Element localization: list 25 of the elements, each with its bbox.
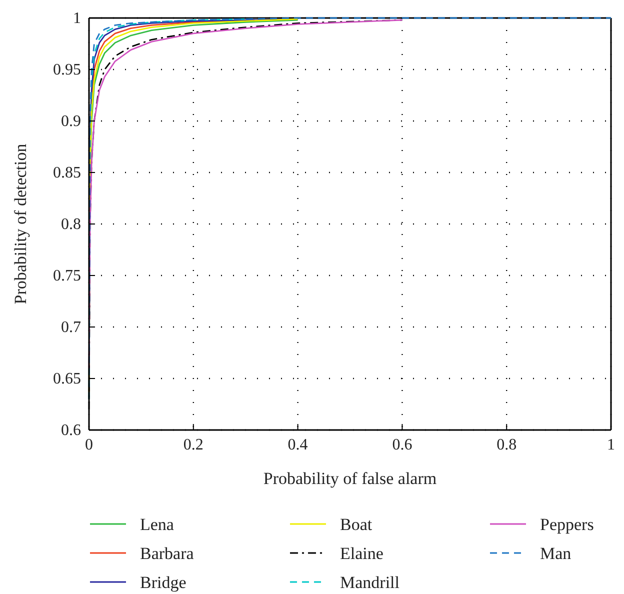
x-tick-label: 0.4 — [288, 436, 308, 454]
y-tick-label: 0.6 — [61, 422, 81, 440]
x-tick-label: 0.6 — [392, 436, 412, 454]
legend-label: Peppers — [540, 515, 594, 534]
y-tick-label: 0.7 — [61, 319, 81, 336]
legend-label: Man — [540, 544, 572, 563]
y-tick-label: 0.95 — [53, 62, 81, 79]
x-tick-label: 0 — [85, 436, 93, 454]
legend-label: Lena — [140, 515, 174, 534]
legend-label: Bridge — [140, 573, 186, 592]
y-tick-label: 0.9 — [61, 113, 81, 130]
legend-label: Elaine — [340, 544, 384, 563]
y-tick-label: 0.8 — [61, 216, 81, 234]
y-axis-title: Probability of detection — [11, 143, 30, 304]
legend-label: Mandrill — [340, 573, 400, 592]
legend-label: Boat — [340, 515, 372, 534]
y-tick-label: 0.65 — [53, 370, 81, 388]
y-tick-label: 1 — [73, 10, 81, 28]
x-tick-label: 1 — [607, 436, 615, 454]
x-axis-title: Probability of false alarm — [263, 469, 437, 488]
y-tick-label: 0.85 — [53, 164, 81, 182]
x-tick-label: 0.8 — [496, 436, 517, 454]
legend-label: Barbara — [140, 544, 194, 563]
y-tick-label: 0.75 — [53, 268, 81, 285]
x-tick-label: 0.2 — [183, 436, 204, 454]
